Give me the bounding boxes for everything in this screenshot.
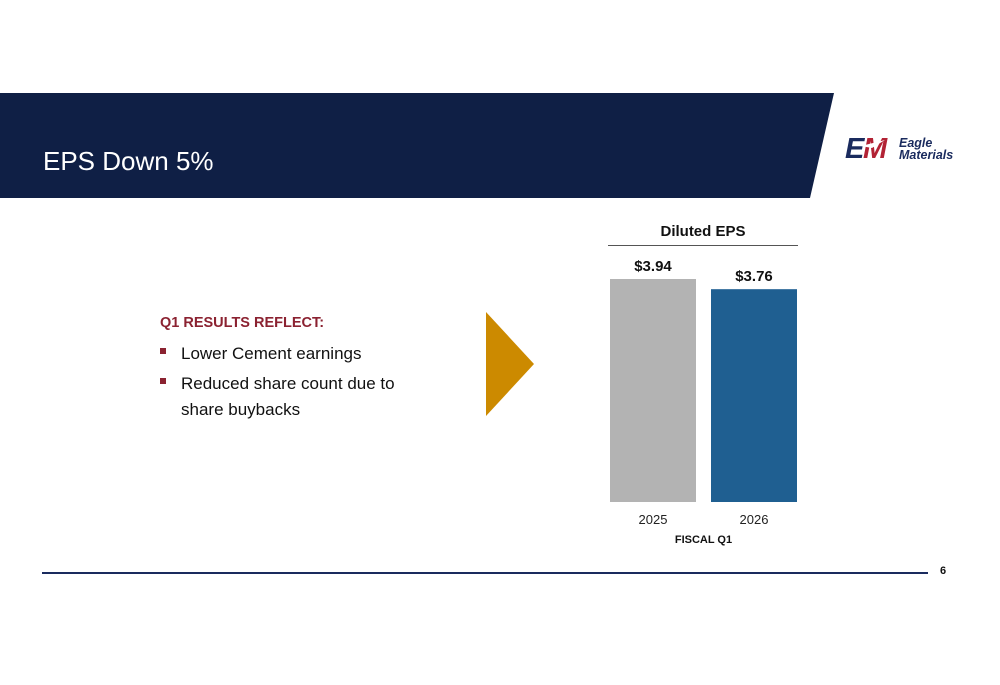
footer-divider [42, 572, 928, 574]
chart-title: Diluted EPS [660, 223, 746, 240]
x-tick-label-2026: 2026 [740, 512, 769, 527]
eagle-materials-logo: E M [845, 133, 888, 163]
x-tick-label-2025: 2025 [639, 512, 668, 527]
bar-2025 [610, 279, 696, 502]
bullet-square-icon [160, 348, 166, 354]
data-label-2026: $3.76 [735, 268, 773, 285]
page-number: 6 [940, 565, 947, 577]
eps-bar-chart: $3.94 2025 $3.76 2026 FISCAL Q1 [610, 258, 797, 546]
bullet-square-icon [160, 378, 166, 384]
arrow-right-icon [486, 312, 534, 416]
bullet-text: Lower Cement earnings [181, 344, 362, 363]
bar-2026 [711, 289, 797, 502]
data-label-2025: $3.94 [634, 258, 672, 275]
title-banner [0, 93, 834, 198]
page-title: EPS Down 5% [43, 146, 214, 176]
results-heading: Q1 RESULTS REFLECT: [160, 315, 325, 331]
svg-text:M: M [863, 133, 888, 163]
svg-text:E: E [845, 133, 866, 163]
chart-title-rule [608, 245, 798, 246]
logo-wordmark: Eagle Materials [899, 136, 954, 162]
x-axis-label: FISCAL Q1 [675, 534, 732, 546]
bullet-text: Reduced share count due to share buyback… [181, 374, 395, 419]
